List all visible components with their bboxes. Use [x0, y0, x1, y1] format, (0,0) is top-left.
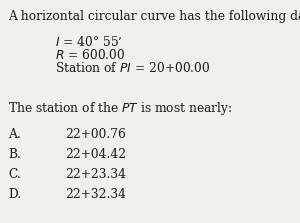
Text: A.: A.: [8, 128, 21, 141]
Text: The station of the $PT$ is most nearly:: The station of the $PT$ is most nearly:: [8, 100, 232, 117]
Text: 22+04.42: 22+04.42: [65, 148, 126, 161]
Text: 22+32.34: 22+32.34: [65, 188, 126, 201]
Text: B.: B.: [8, 148, 21, 161]
Text: $R$ = 600.00: $R$ = 600.00: [55, 48, 125, 62]
Text: $I$ = 40° 55’: $I$ = 40° 55’: [55, 35, 123, 49]
Text: A horizontal circular curve has the following data:: A horizontal circular curve has the foll…: [8, 10, 300, 23]
Text: Station of $PI$ = 20+00.00: Station of $PI$ = 20+00.00: [55, 61, 211, 75]
Text: 22+23.34: 22+23.34: [65, 168, 126, 181]
Text: 22+00.76: 22+00.76: [65, 128, 126, 141]
Text: C.: C.: [8, 168, 21, 181]
Text: D.: D.: [8, 188, 21, 201]
